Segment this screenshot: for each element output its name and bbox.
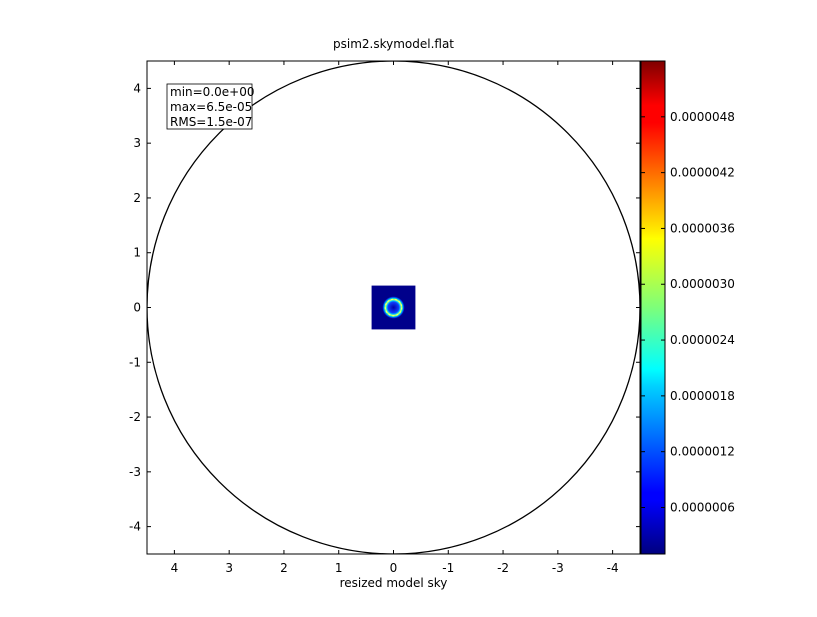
colorbar-tick-label: 0.0000012 bbox=[670, 445, 735, 459]
x-tick-label: 0 bbox=[390, 561, 398, 575]
x-tick-label: 1 bbox=[335, 561, 343, 575]
stats-box: min=0.0e+00 max=6.5e-05 RMS=1.5e-07 bbox=[166, 83, 254, 130]
y-tick-label: 4 bbox=[133, 81, 141, 95]
y-tick-label: 2 bbox=[133, 191, 141, 205]
chart-title: psim2.skymodel.flat bbox=[333, 37, 454, 51]
colorbar-tick-label: 0.0000042 bbox=[670, 166, 735, 180]
y-tick-label: -3 bbox=[129, 465, 141, 479]
colorbar-tick-label: 0.0000030 bbox=[670, 277, 735, 291]
stats-max: max=6.5e-05 bbox=[170, 100, 252, 114]
stats-box-frame bbox=[166, 83, 253, 130]
colorbar-tick-label: 0.0000024 bbox=[670, 333, 735, 347]
stats-min: min=0.0e+00 bbox=[170, 85, 254, 99]
y-tick-label: 1 bbox=[133, 246, 141, 260]
x-axis-label: resized model sky bbox=[340, 576, 448, 590]
colorbar-tick-label: 0.0000018 bbox=[670, 389, 735, 403]
colorbar-tick-label: 0.0000006 bbox=[670, 500, 735, 514]
x-tick-label: -3 bbox=[552, 561, 564, 575]
colorbar-tick-label: 0.0000036 bbox=[670, 221, 735, 235]
colorbar bbox=[641, 61, 665, 554]
emission-ring-highlight bbox=[384, 298, 403, 317]
x-tick-label: 3 bbox=[225, 561, 233, 575]
colorbar-tick-label: 0.0000048 bbox=[670, 110, 735, 124]
x-axis-ticks: 4 3 2 1 0 -1 -2 -3 -4 bbox=[171, 61, 619, 575]
x-tick-label: 4 bbox=[171, 561, 179, 575]
y-tick-label: 3 bbox=[133, 136, 141, 150]
colorbar-frame bbox=[640, 60, 666, 555]
y-tick-label: -2 bbox=[129, 410, 141, 424]
x-tick-label: -4 bbox=[607, 561, 619, 575]
y-tick-label: 0 bbox=[133, 301, 141, 315]
y-tick-label: -1 bbox=[129, 355, 141, 369]
x-tick-label: 2 bbox=[280, 561, 288, 575]
y-axis-ticks: 4 3 2 1 0 -1 -2 -3 -4 bbox=[129, 81, 640, 534]
x-tick-label: -1 bbox=[442, 561, 454, 575]
colorbar-ticks: 0.0000006 0.0000012 0.0000018 0.0000024 0.00… bbox=[641, 110, 735, 514]
x-tick-label: -2 bbox=[497, 561, 509, 575]
y-tick-label: -4 bbox=[129, 520, 141, 534]
stats-rms: RMS=1.5e-07 bbox=[170, 115, 252, 129]
